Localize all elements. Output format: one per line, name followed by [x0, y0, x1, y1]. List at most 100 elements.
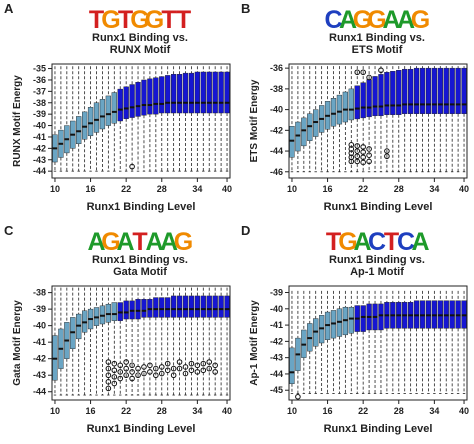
box-22: [413, 66, 420, 173]
outlier-point: [176, 359, 183, 365]
box-12: [354, 290, 360, 394]
x-tick-label: 40: [222, 406, 232, 416]
box-21: [171, 287, 177, 396]
box-body: [111, 92, 117, 124]
box-10: [342, 66, 348, 173]
panel-B: B C A G G A A G Runx1 Binding vs. ETS Motif -36 -38…: [237, 0, 474, 222]
box-1: [52, 287, 58, 396]
box-17: [384, 290, 390, 394]
y-tick-label: -35: [33, 64, 46, 74]
box-body: [425, 67, 432, 114]
y-tick-label: -36: [33, 75, 46, 85]
box-9: [99, 66, 106, 172]
box-body: [354, 85, 360, 120]
box-body: [171, 295, 177, 318]
box-body: [419, 67, 426, 114]
box-10: [105, 287, 111, 396]
outlier-point: [111, 360, 118, 367]
y-tick-label: -42: [33, 143, 46, 153]
panel-letter: D: [241, 223, 250, 238]
plot-frame: [51, 285, 231, 401]
box-6: [319, 66, 325, 173]
logo-letter: T: [326, 228, 341, 256]
box-body: [176, 74, 183, 114]
outlier-point: [354, 148, 361, 154]
y-axis-label: Gata Motif Energy: [12, 300, 23, 386]
y-tick-label: -40: [33, 321, 46, 331]
box-30: [461, 66, 467, 173]
box-body: [336, 94, 343, 125]
box-body: [206, 295, 212, 318]
box-26: [437, 290, 443, 394]
outlier-point: [354, 143, 361, 149]
x-tick-label: 34: [429, 406, 439, 416]
box-4: [307, 66, 313, 173]
x-tick-label: 10: [287, 406, 297, 416]
box-body: [342, 91, 348, 123]
x-tick-label: 10: [50, 406, 60, 416]
logo-letter: G: [101, 228, 120, 256]
x-tick-label: 28: [394, 406, 404, 416]
y-tick-label: -44: [270, 369, 283, 379]
box-body: [431, 67, 437, 114]
box-11: [111, 287, 117, 396]
box-30: [224, 287, 230, 396]
chart-title: ETS Motif: [352, 44, 403, 56]
box-13: [360, 290, 366, 394]
outlier-point: [123, 359, 129, 365]
outlier-point: [105, 379, 112, 385]
panel-letter: A: [4, 1, 14, 16]
box-19: [159, 66, 165, 172]
box-body: [171, 74, 177, 114]
box-body: [200, 295, 206, 318]
box-body: [159, 76, 165, 114]
y-tick-label: -42: [33, 354, 46, 364]
box-23: [182, 66, 189, 172]
outlier-point: [366, 146, 372, 152]
box-body: [129, 84, 135, 118]
box-8: [330, 290, 337, 394]
box-body: [188, 72, 195, 114]
panel-letter: B: [241, 1, 250, 16]
box-body: [200, 71, 206, 114]
box-21: [408, 66, 414, 173]
box-5: [76, 66, 82, 172]
box-23: [182, 287, 189, 396]
box-body: [289, 125, 295, 158]
box-12: [117, 66, 123, 172]
x-axis-label: Runx1 Binding Level: [87, 423, 196, 435]
box-body: [194, 295, 200, 318]
y-tick-label: -38: [270, 84, 283, 94]
outlier-point: [129, 163, 135, 170]
chart-title: Gata Motif: [113, 266, 167, 278]
y-tick-label: -40: [270, 304, 283, 314]
y-tick-label: -43: [270, 353, 283, 363]
outlier-point: [111, 374, 118, 380]
box-27: [206, 66, 212, 172]
box-body: [378, 303, 384, 331]
y-tick-label: -43: [33, 155, 46, 165]
y-tick-label: -46: [270, 167, 283, 177]
outlier-point: [111, 367, 118, 374]
x-tick-label: 10: [50, 184, 60, 194]
outlier-point: [194, 362, 201, 369]
y-tick-label: -42: [270, 336, 283, 346]
box-body: [301, 117, 307, 147]
box-3: [301, 66, 307, 173]
logo-letter: A: [339, 6, 357, 34]
y-tick-label: -41: [270, 320, 283, 330]
outlier-point: [105, 365, 112, 372]
box-15: [135, 66, 141, 172]
x-tick-label: 40: [459, 406, 469, 416]
logo-letter: T: [89, 6, 104, 34]
box-body: [135, 82, 141, 117]
box-4: [307, 290, 313, 394]
x-tick-label: 34: [192, 406, 202, 416]
box-body: [461, 67, 467, 114]
x-tick-label: 28: [157, 184, 167, 194]
plot-frame: [51, 63, 231, 179]
